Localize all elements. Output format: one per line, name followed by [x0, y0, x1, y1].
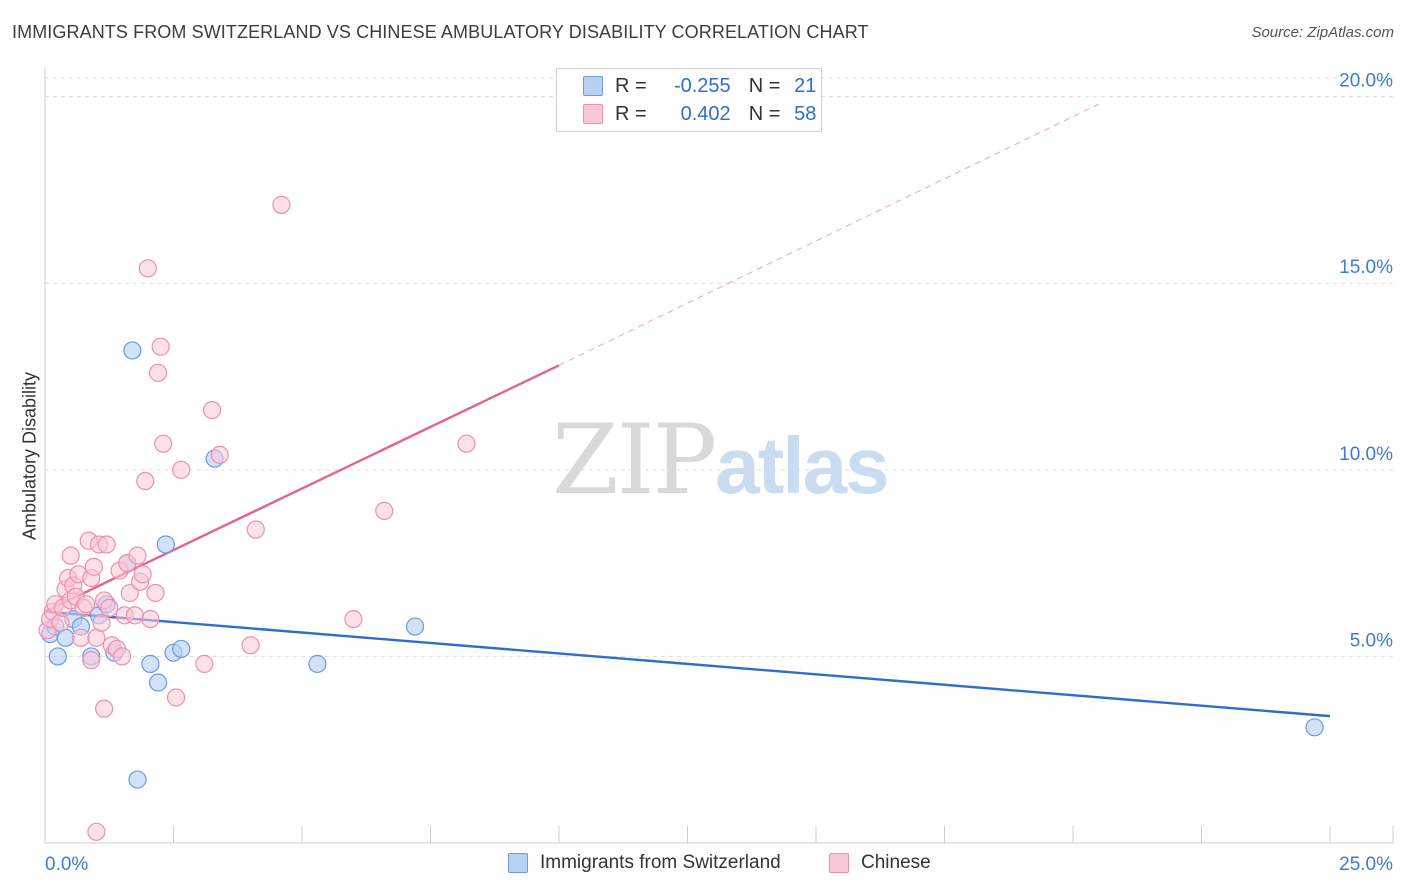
point-chinese: [154, 434, 173, 453]
point-chinese: [151, 337, 170, 356]
point-switzerland: [141, 654, 160, 673]
point-chinese: [246, 520, 265, 539]
point-chinese: [120, 583, 139, 603]
bottom-legend-label: Chinese: [861, 852, 931, 873]
trend-line-chinese-extension: [558, 103, 1099, 366]
point-switzerland: [123, 341, 142, 360]
point-chinese: [344, 609, 363, 629]
point-chinese: [100, 598, 119, 618]
point-chinese: [166, 688, 186, 707]
tick-labels: 5.0% 10.0% 15.0% 20.0% 0.0% 25.0%: [45, 71, 1393, 875]
bottom-legend-chinese: Chinese: [829, 852, 931, 874]
point-switzerland: [128, 770, 147, 789]
watermark: ZIPatlas: [552, 404, 890, 516]
point-chinese: [210, 445, 229, 465]
point-chinese: [133, 565, 152, 584]
point-chinese: [272, 195, 291, 214]
legend-r-label: R =: [615, 74, 647, 97]
y-tick-label: 20.0%: [1339, 71, 1393, 92]
point-chinese: [136, 471, 155, 491]
legend-swatch-blue: [583, 76, 603, 96]
bottom-legend-switzerland: Immigrants from Switzerland: [508, 852, 781, 874]
watermark-atlas: atlas: [715, 421, 889, 510]
point-chinese: [82, 651, 101, 670]
x-tick-label: 0.0%: [45, 854, 88, 875]
point-chinese: [128, 546, 147, 565]
grid-lines: [45, 77, 1393, 657]
legend-row-chinese: R = 0.402 N = 58: [583, 102, 816, 126]
y-tick-label: 10.0%: [1339, 444, 1393, 465]
point-switzerland: [156, 535, 175, 554]
y-tick-label: 15.0%: [1339, 257, 1393, 278]
point-switzerland: [405, 617, 425, 636]
point-chinese: [84, 557, 103, 576]
correlation-legend: R = -0.255 N = 21 R = 0.402 N = 58: [556, 68, 822, 132]
point-chinese: [77, 595, 96, 614]
chart-title: IMMIGRANTS FROM SWITZERLAND VS CHINESE A…: [12, 22, 869, 42]
bottom-legend-label: Immigrants from Switzerland: [540, 852, 781, 873]
bottom-legend-swatch-pink: [829, 853, 849, 873]
point-chinese: [71, 628, 91, 647]
legend-swatch-pink: [583, 104, 603, 124]
trend-line-switzerland: [44, 610, 1331, 718]
legend-n-label: N =: [748, 74, 781, 97]
legend-r-value: -0.255: [673, 74, 731, 97]
point-chinese: [195, 654, 214, 673]
point-chinese: [146, 583, 165, 603]
point-chinese: [95, 699, 114, 718]
bottom-legend-swatch-blue: [508, 853, 528, 873]
point-chinese: [112, 647, 132, 666]
point-chinese: [172, 460, 191, 479]
axes: [44, 68, 1394, 844]
point-chinese: [51, 613, 70, 632]
legend-r-label: R =: [615, 102, 647, 125]
source-label: Source: ZipAtlas.com: [1251, 24, 1394, 41]
data-points: [38, 195, 1324, 841]
legend-row-switzerland: R = -0.255 N = 21: [583, 74, 816, 98]
point-switzerland: [172, 639, 191, 659]
legend-n-label: N =: [748, 102, 781, 125]
point-chinese: [87, 822, 106, 841]
y-axis-label: Ambulatory Disability: [19, 371, 40, 541]
point-chinese: [141, 609, 160, 629]
legend-n-value: 21: [794, 74, 817, 97]
point-chinese: [125, 606, 145, 625]
point-switzerland: [48, 647, 67, 666]
point-chinese: [138, 259, 157, 278]
watermark-zip: ZIP: [552, 404, 717, 516]
y-tick-label: 5.0%: [1350, 630, 1393, 651]
point-chinese: [61, 546, 80, 565]
point-chinese: [375, 501, 394, 520]
point-chinese: [97, 535, 116, 554]
point-chinese: [457, 434, 476, 453]
point-chinese: [92, 613, 111, 632]
point-chinese: [202, 401, 222, 420]
x-tick-label: 25.0%: [1339, 854, 1393, 875]
point-switzerland: [1305, 718, 1324, 737]
legend-n-value: 58: [794, 102, 817, 125]
point-switzerland: [308, 654, 327, 673]
legend-r-value: 0.402: [680, 102, 731, 125]
point-switzerland: [148, 673, 168, 692]
point-chinese: [148, 363, 168, 382]
point-chinese: [241, 636, 260, 655]
